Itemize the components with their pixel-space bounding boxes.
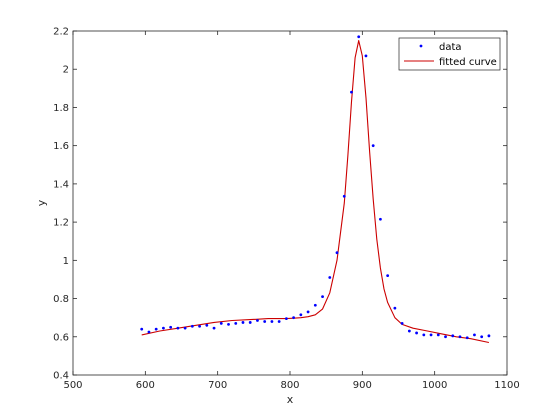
- data-point: [306, 310, 310, 314]
- data-point: [212, 326, 216, 330]
- x-tick-label: 1100: [494, 380, 519, 391]
- y-tick-label: 0.6: [53, 332, 69, 343]
- data-point: [183, 326, 187, 330]
- data-point: [147, 330, 151, 334]
- data-point: [458, 335, 462, 339]
- data-point: [277, 320, 281, 323]
- data-point: [190, 324, 194, 328]
- data-point: [335, 251, 339, 255]
- x-tick-label: 800: [280, 380, 299, 391]
- legend-marker-data: [419, 44, 423, 48]
- data-point: [227, 322, 230, 326]
- data-point: [321, 295, 324, 299]
- data-point: [284, 317, 288, 321]
- data-point: [379, 217, 382, 221]
- data-point: [328, 276, 332, 279]
- data-point: [415, 331, 418, 335]
- data-point: [357, 35, 361, 39]
- data-point: [162, 326, 165, 330]
- legend-box: [398, 37, 501, 71]
- y-tick-label: 1.6: [53, 141, 69, 152]
- plot-area: [72, 30, 508, 376]
- y-tick-label: 1.2: [53, 218, 69, 229]
- data-point: [473, 333, 476, 337]
- y-tick-label: 1.8: [53, 103, 69, 114]
- y-tick-label: 2: [63, 65, 69, 76]
- x-tick-label: 900: [353, 380, 372, 391]
- y-tick-label: 1.4: [53, 179, 69, 190]
- data-point: [393, 306, 397, 310]
- data-point: [140, 327, 144, 331]
- data-point: [292, 316, 296, 320]
- data-point: [342, 194, 346, 198]
- data-point: [198, 324, 201, 328]
- data-point: [205, 323, 209, 327]
- legend: data fitted curve: [398, 37, 501, 71]
- data-point: [480, 335, 484, 339]
- data-point: [154, 327, 158, 331]
- y-axis-label: y: [35, 199, 48, 206]
- data-point: [400, 322, 404, 325]
- data-point: [256, 319, 259, 322]
- data-point: [248, 321, 252, 324]
- data-point: [422, 333, 426, 337]
- x-tick-label: 500: [63, 380, 82, 391]
- x-tick-label: 700: [208, 380, 227, 391]
- data-point: [234, 322, 238, 325]
- data-point: [270, 320, 274, 323]
- data-point: [263, 320, 267, 323]
- y-tick-label: 0.8: [53, 294, 69, 305]
- data-point: [465, 336, 469, 340]
- data-point: [299, 313, 303, 317]
- data-point: [487, 334, 491, 338]
- x-tick-label: 600: [136, 380, 155, 391]
- data-point: [451, 334, 455, 338]
- y-tick-label: 2.2: [53, 27, 69, 38]
- data-point: [444, 335, 447, 339]
- x-axis-ticks: 500 600 700 800 900 1000 1100: [63, 31, 520, 391]
- y-axis-ticks: 0.4 0.6 0.8 1 1.2 1.4 1.6 1.8 2 2.2: [53, 27, 507, 382]
- data-point: [364, 54, 368, 58]
- data-point: [429, 333, 433, 337]
- legend-label-fitted-curve: fitted curve: [439, 57, 497, 68]
- x-tick-label: 1000: [422, 380, 447, 391]
- y-tick-label: 0.4: [53, 371, 69, 382]
- data-markers-layer: [140, 35, 491, 340]
- data-point: [386, 274, 390, 278]
- x-axis-label: x: [287, 393, 294, 406]
- y-tick-label: 1: [63, 256, 69, 267]
- data-point: [176, 326, 180, 330]
- data-point: [313, 303, 317, 307]
- legend-label-data: data: [439, 42, 462, 53]
- data-point: [407, 329, 411, 333]
- data-point: [436, 333, 440, 337]
- data-point: [241, 321, 245, 324]
- data-point: [371, 144, 375, 148]
- data-point: [219, 322, 223, 325]
- data-point: [350, 90, 353, 94]
- data-point: [169, 325, 173, 329]
